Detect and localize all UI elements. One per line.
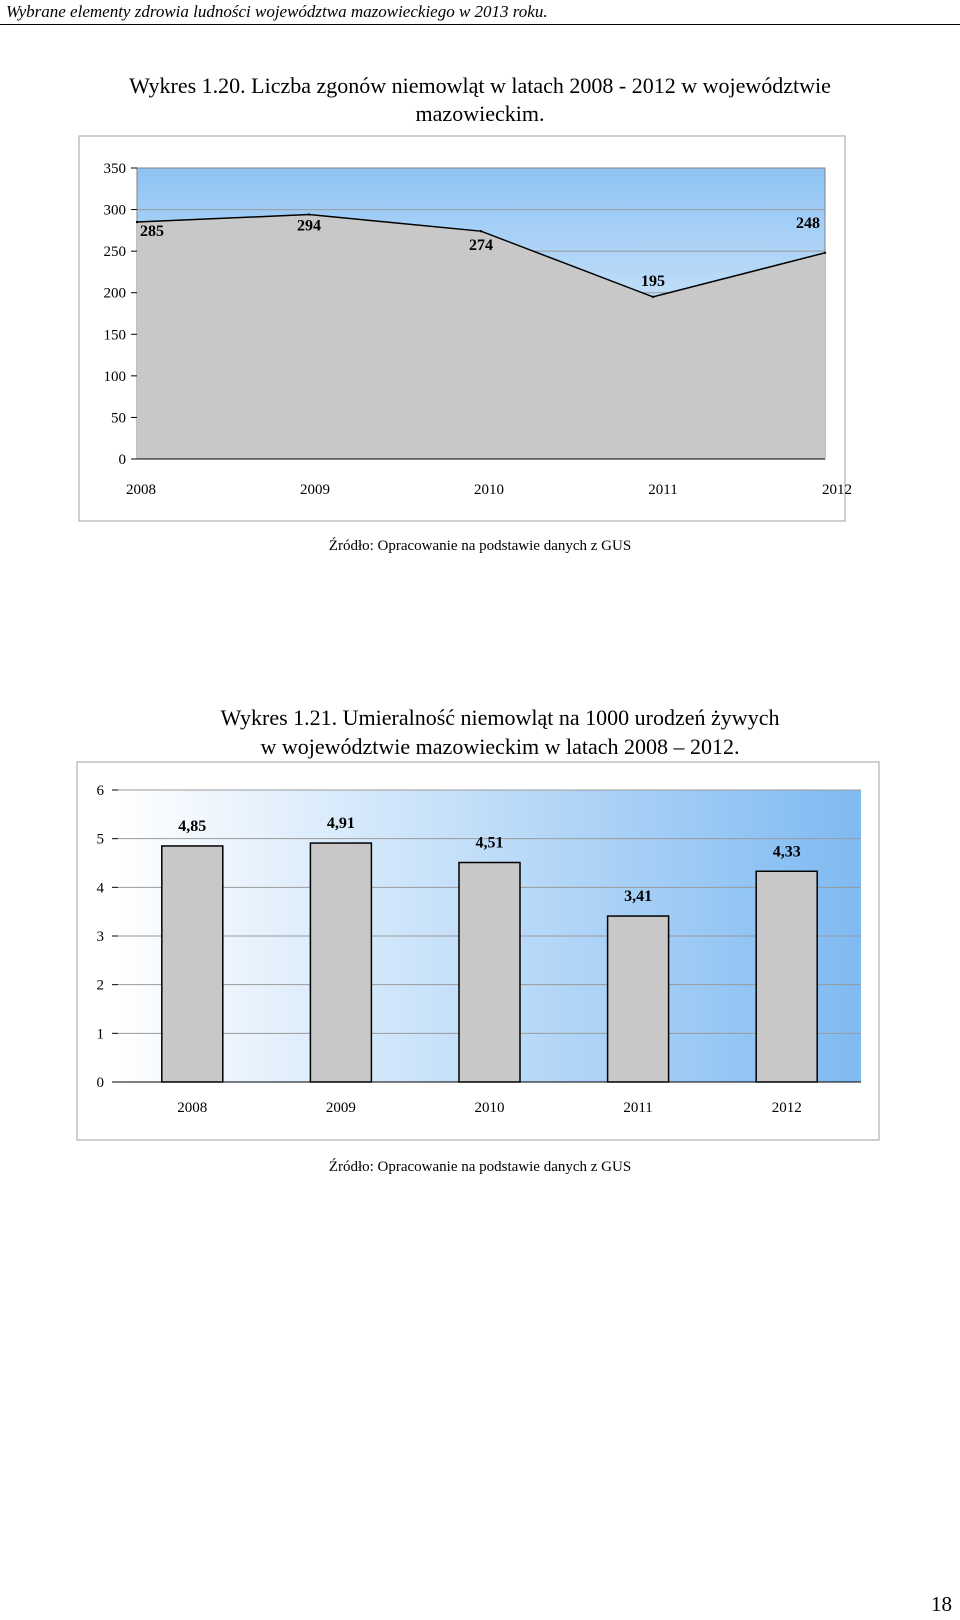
- header-divider: [0, 24, 960, 25]
- chart1-data-point: [307, 213, 311, 216]
- chart1-x-tick-label: 2010: [474, 482, 504, 498]
- chart2-x-tick-label: 2010: [475, 1100, 505, 1116]
- chart2-y-tick-label: 4: [97, 880, 105, 896]
- chart1-y-tick-label: 200: [104, 286, 127, 302]
- chart1-x-tick-label: 2011: [648, 482, 677, 498]
- chart2-data-label: 4,33: [773, 843, 801, 860]
- chart1-data-label: 248: [796, 215, 820, 232]
- chart1-data-point: [823, 251, 827, 255]
- chart1-title-line-2: mazowieckim.: [415, 101, 545, 126]
- chart1-area-chart: 0 50 100 150 200 250 300 350 285 294 274 195 248 2008…: [78, 135, 852, 522]
- chart1-title-line-1: Wykres 1.20. Liczba zgonów niemowląt w l…: [129, 73, 831, 98]
- chart2-title-line-1: Wykres 1.21. Umieralność niemowląt na 10…: [220, 705, 780, 730]
- chart2-y-tick-label: 5: [97, 832, 105, 848]
- chart1-data-label: 294: [297, 218, 321, 235]
- chart2-bar: [458, 861, 521, 1083]
- chart1-y-tick-label: 0: [119, 452, 127, 468]
- chart2-y-tick-label: 3: [97, 929, 105, 945]
- chart2-y-tick-label: 6: [97, 783, 105, 799]
- chart1-y-tick-label: 300: [104, 203, 127, 219]
- chart1-data-label: 195: [641, 273, 665, 290]
- chart1-y-tick-label: 50: [111, 410, 126, 426]
- document-header: Wybrane elementy zdrowia ludności wojewó…: [6, 2, 548, 21]
- chart2-bar: [161, 845, 224, 1083]
- chart1-data-label: 285: [140, 223, 164, 240]
- chart1-y-tick-label: 150: [104, 327, 127, 343]
- chart1-x-tick-label: 2008: [126, 482, 156, 498]
- chart1-x-tick-label: 2009: [300, 482, 330, 498]
- chart2-y-tick-label: 0: [97, 1075, 105, 1091]
- chart2-x-tick-label: 2011: [623, 1100, 652, 1116]
- chart2-data-label: 4,51: [476, 835, 504, 852]
- chart2-y-tick-label: 2: [97, 978, 105, 994]
- page-number: 18: [931, 1592, 952, 1616]
- chart1-data-point: [135, 220, 139, 224]
- chart2-bar-chart: 0 1 2 3 4 5 6 4,85 4,91 4,51 3,41 4,33 2008 2009 2010 2…: [76, 761, 880, 1141]
- chart1-data-point: [479, 229, 483, 233]
- chart1-data-label: 274: [469, 237, 493, 254]
- chart2-x-tick-label: 2008: [177, 1100, 207, 1116]
- chart2-x-tick-label: 2012: [772, 1100, 802, 1116]
- chart2-data-label: 4,91: [327, 815, 355, 832]
- chart2-title-line-2: w województwie mazowieckim w latach 2008…: [260, 734, 740, 759]
- chart2-title: Wykres 1.21. Umieralność niemowląt na 10…: [100, 703, 900, 761]
- chart1-source-note: Źródło: Opracowanie na podstawie danych …: [328, 538, 632, 554]
- chart1-x-tick-label: 2012: [822, 482, 852, 498]
- chart1-y-tick-label: 100: [104, 369, 127, 385]
- chart2-y-tick-label: 1: [97, 1026, 105, 1042]
- chart1-area-fill: [137, 214, 825, 459]
- chart1-data-point: [651, 295, 655, 299]
- chart1-title: Wykres 1.20. Liczba zgonów niemowląt w l…: [20, 72, 940, 128]
- chart2-source-note: Źródło: Opracowanie na podstawie danych …: [328, 1159, 632, 1175]
- chart1-y-tick-label: 250: [104, 244, 127, 260]
- chart2-bar: [755, 870, 818, 1083]
- chart2-data-label: 3,41: [624, 888, 652, 905]
- chart2-data-label: 4,85: [178, 818, 206, 835]
- chart1-y-tick-label: 350: [104, 161, 127, 177]
- chart2-x-tick-label: 2009: [326, 1100, 356, 1116]
- chart2-bar: [309, 842, 373, 1083]
- chart2-bar: [606, 915, 670, 1083]
